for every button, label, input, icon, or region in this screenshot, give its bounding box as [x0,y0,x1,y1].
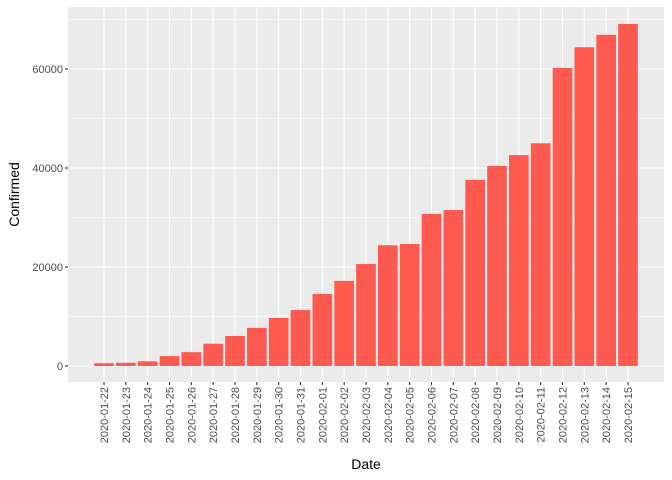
x-tick-label: 2020-01-23 [121,387,133,443]
x-tick-label: 2020-02-10 [514,387,526,443]
x-tick-label: 2020-02-02 [339,387,351,443]
x-tick-label: 2020-01-26 [186,387,198,443]
x-tick-label: 2020-02-14 [601,387,613,443]
bar-2020-01-22 [94,363,114,366]
bar-2020-01-29 [247,327,267,366]
x-tick-label: 2020-02-06 [427,387,439,443]
bar-2020-01-26 [181,352,202,366]
x-tick-label: 2020-02-09 [492,387,504,443]
x-tick-label: 2020-01-27 [208,387,220,443]
x-tick-label: 2020-01-28 [230,387,242,443]
y-tick-label: 40000 [32,163,63,175]
x-tick-label: 2020-02-13 [579,387,591,443]
y-tick-label: 20000 [32,262,63,274]
bar-2020-01-31 [290,310,311,366]
x-tick-label: 2020-02-11 [536,387,548,442]
bar-2020-02-04 [378,245,398,366]
bar-2020-02-14 [596,34,616,366]
y-tick-label: 0 [57,361,63,373]
x-tick-label: 2020-02-15 [623,387,635,443]
x-tick-label: 2020-02-08 [470,387,482,443]
y-axis: 0 20000 40000 60000 [32,64,68,373]
bar-2020-02-12 [552,68,573,366]
x-tick-label: 2020-02-03 [361,387,373,443]
bar-2020-02-05 [399,243,420,366]
x-tick-label: 2020-01-30 [274,387,286,443]
bar-2020-02-01 [312,293,333,366]
x-tick-label: 2020-02-04 [383,387,395,443]
bar-2020-02-09 [487,166,507,366]
bar-2020-02-11 [530,143,551,366]
x-tick-label: 2020-02-07 [448,387,460,443]
x-tick-label: 2020-01-25 [165,387,177,443]
x-tick-label: 2020-01-31 [296,387,308,443]
bar-2020-01-30 [268,317,289,366]
bar-2020-02-10 [509,155,529,366]
bar-2020-01-27 [203,343,223,366]
bar-2020-01-23 [116,362,136,366]
bar-2020-01-28 [225,336,245,366]
y-axis-title: Confirmed [6,162,22,227]
x-tick-label: 2020-02-05 [405,387,417,443]
x-tick-label: 2020-01-24 [143,387,155,443]
bar-2020-02-08 [465,179,485,366]
x-axis: 2020-01-22 2020-01-23 2020-01-24 2020-01-25… [99,382,635,443]
bar-2020-02-06 [421,214,442,366]
x-axis-title: Date [351,456,381,472]
bars [94,23,638,367]
x-tick-label: 2020-02-12 [558,387,570,443]
bar-2020-02-02 [334,280,354,366]
bar-2020-02-15 [618,23,638,367]
bar-2020-02-07 [443,210,464,366]
y-tick-label: 60000 [32,64,63,76]
bar-2020-02-13 [574,47,595,366]
bar-2020-01-25 [159,356,180,366]
x-tick-label: 2020-02-01 [317,387,329,443]
x-tick-label: 2020-01-29 [252,387,264,443]
x-tick-label: 2020-01-22 [99,387,111,443]
bar-2020-02-03 [356,264,376,366]
bar-2020-01-24 [137,361,158,366]
